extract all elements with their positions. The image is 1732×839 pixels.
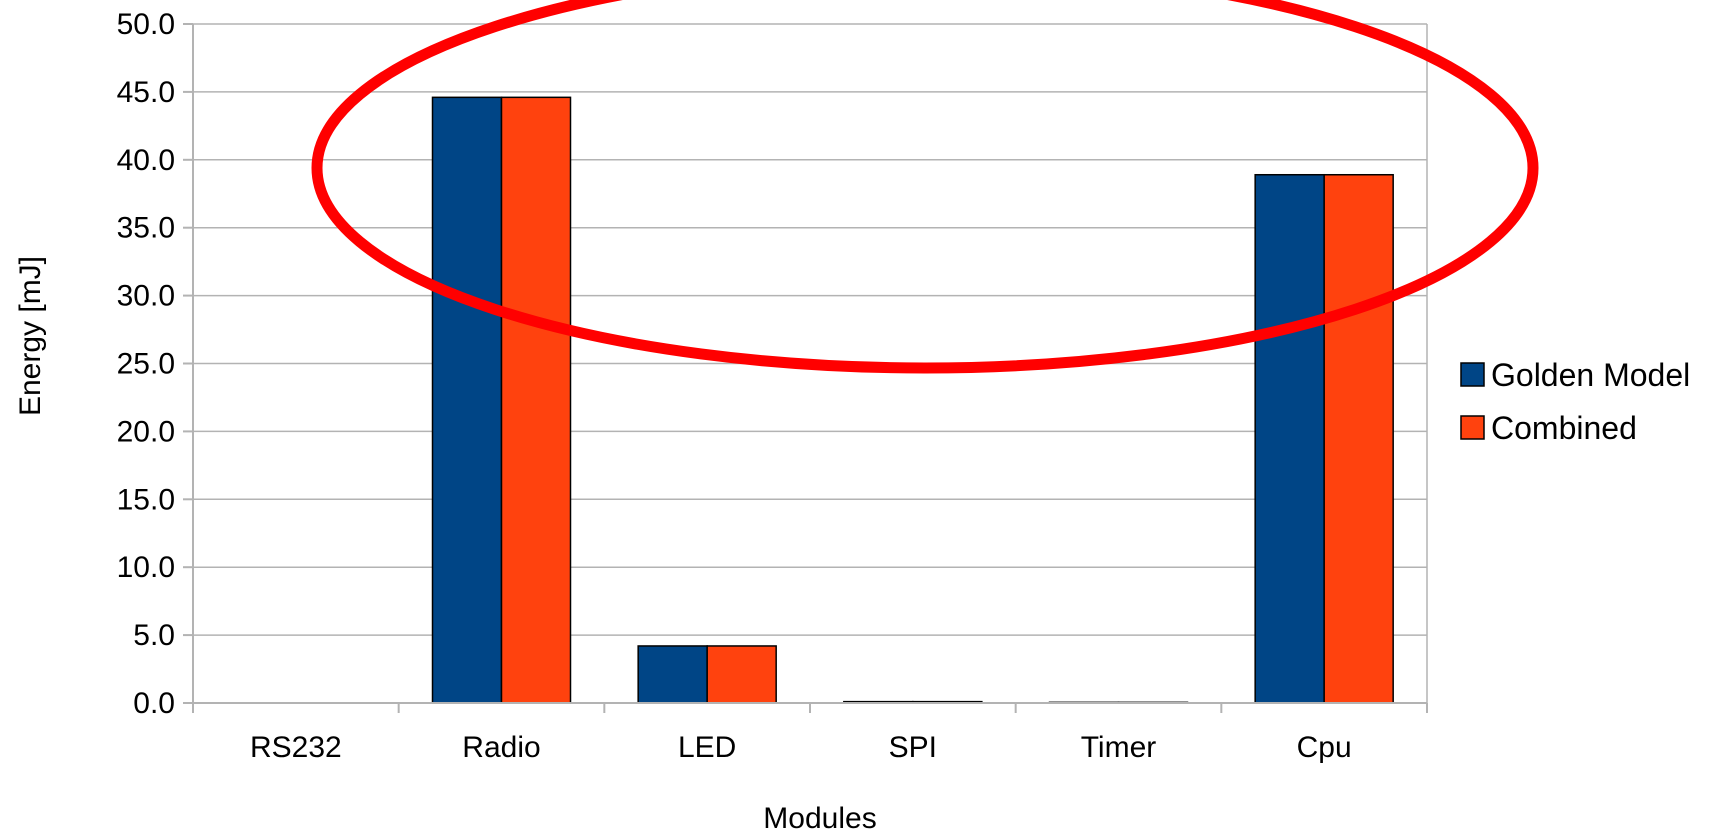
x-axis-title: Modules <box>763 802 876 835</box>
bars <box>431 96 1394 704</box>
y-tick-label: 30.0 <box>117 280 175 313</box>
x-tick-labels: RS232 Radio LED SPI Timer Cpu <box>250 731 1352 764</box>
legend: Golden Model Combined <box>1460 357 1690 446</box>
y-tick-label: 45.0 <box>117 76 175 109</box>
highlight-ellipse <box>311 0 1539 374</box>
bar-combined-led <box>706 645 777 704</box>
bar-golden-model-led <box>637 645 708 704</box>
legend-label-golden-model: Golden Model <box>1491 357 1690 393</box>
y-tick-labels: 0.0 5.0 10.0 15.0 20.0 25.0 30.0 35.0 40.0 45.0 50… <box>117 8 175 720</box>
legend-label-combined: Combined <box>1491 410 1637 446</box>
bar-combined-cpu <box>1323 173 1394 704</box>
x-tick-label: RS232 <box>250 731 342 764</box>
x-tick-label: Cpu <box>1297 731 1352 764</box>
y-tick-label: 5.0 <box>133 619 175 652</box>
legend-swatch-golden-model <box>1460 362 1485 387</box>
x-tick-label: Timer <box>1081 731 1157 764</box>
y-axis-title: Energy [mJ] <box>14 256 47 416</box>
x-tick-label: Radio <box>462 731 540 764</box>
x-tick-label: LED <box>678 731 736 764</box>
bar-golden-model-cpu <box>1254 173 1325 704</box>
y-tick-label: 50.0 <box>117 8 175 41</box>
x-tick-label: SPI <box>889 731 937 764</box>
y-tick-label: 10.0 <box>117 551 175 584</box>
axes <box>183 23 1428 713</box>
bar-golden-model-radio <box>431 96 503 704</box>
y-tick-label: 25.0 <box>117 348 175 381</box>
y-tick-label: 40.0 <box>117 144 175 177</box>
legend-swatch-combined <box>1460 415 1485 440</box>
y-tick-label: 0.0 <box>133 687 175 720</box>
bar-combined-radio <box>500 96 572 704</box>
y-tick-label: 15.0 <box>117 483 175 516</box>
y-tick-label: 20.0 <box>117 415 175 448</box>
y-tick-label: 35.0 <box>117 212 175 245</box>
